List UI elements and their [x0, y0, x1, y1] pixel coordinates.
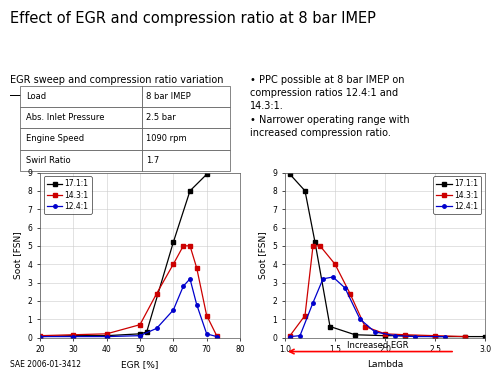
12.4:1: [187, 277, 193, 281]
Y-axis label: Soot [FSN]: Soot [FSN]: [13, 231, 22, 279]
12.4:1: [320, 277, 326, 281]
12.4:1: [442, 334, 448, 339]
12.4:1: [194, 302, 200, 307]
14.3:1: [170, 262, 176, 266]
14.3:1: [317, 244, 323, 248]
12.4:1: [137, 333, 143, 338]
Line: 17.1:1: 17.1:1: [38, 172, 208, 338]
Text: Effect of EGR and compression ratio at 8 bar IMEP: Effect of EGR and compression ratio at 8…: [10, 11, 376, 26]
12.4:1: [372, 330, 378, 334]
Y-axis label: Soot [FSN]: Soot [FSN]: [258, 231, 267, 279]
14.3:1: [37, 333, 43, 338]
14.3:1: [214, 333, 220, 338]
17.1:1: [432, 334, 438, 339]
14.3:1: [194, 266, 200, 270]
14.3:1: [137, 322, 143, 327]
12.4:1: [287, 334, 293, 339]
12.4:1: [170, 308, 176, 312]
14.3:1: [287, 333, 293, 338]
17.1:1: [104, 333, 110, 338]
14.3:1: [432, 333, 438, 338]
17.1:1: [402, 333, 408, 338]
14.3:1: [402, 333, 408, 337]
17.1:1: [187, 189, 193, 193]
14.3:1: [332, 262, 338, 266]
17.1:1: [287, 172, 293, 177]
12.4:1: [412, 334, 418, 339]
12.4:1: [342, 286, 348, 290]
17.1:1: [144, 330, 150, 334]
X-axis label: Lambda: Lambda: [367, 360, 403, 369]
Line: 17.1:1: 17.1:1: [288, 172, 486, 338]
12.4:1: [392, 333, 398, 338]
Line: 12.4:1: 12.4:1: [38, 277, 218, 338]
Text: • PPC possible at 8 bar IMEP on
compression ratios 12.4:1 and
14.3:1.
• Narrower: • PPC possible at 8 bar IMEP on compress…: [250, 75, 410, 138]
Line: 14.3:1: 14.3:1: [288, 244, 467, 338]
14.3:1: [204, 313, 210, 318]
14.3:1: [154, 291, 160, 296]
Legend: 17.1:1, 14.3:1, 12.4:1: 17.1:1, 14.3:1, 12.4:1: [434, 176, 481, 214]
Text: SAE 2006-01-3412: SAE 2006-01-3412: [10, 360, 81, 369]
14.3:1: [180, 244, 186, 248]
17.1:1: [312, 240, 318, 244]
14.3:1: [362, 324, 368, 329]
Legend: 17.1:1, 14.3:1, 12.4:1: 17.1:1, 14.3:1, 12.4:1: [44, 176, 92, 214]
12.4:1: [297, 333, 303, 338]
12.4:1: [180, 284, 186, 288]
12.4:1: [214, 334, 220, 339]
12.4:1: [104, 334, 110, 339]
14.3:1: [310, 244, 316, 248]
Line: 14.3:1: 14.3:1: [38, 244, 218, 338]
X-axis label: EGR [%]: EGR [%]: [122, 360, 158, 369]
17.1:1: [482, 334, 488, 339]
Line: 12.4:1: 12.4:1: [288, 275, 446, 338]
14.3:1: [187, 244, 193, 248]
12.4:1: [357, 317, 363, 321]
17.1:1: [352, 333, 358, 337]
14.3:1: [382, 332, 388, 336]
17.1:1: [137, 332, 143, 336]
17.1:1: [37, 334, 43, 339]
17.1:1: [302, 189, 308, 193]
14.3:1: [302, 313, 308, 318]
17.1:1: [462, 334, 468, 339]
17.1:1: [327, 324, 333, 329]
17.1:1: [204, 172, 210, 177]
12.4:1: [70, 334, 76, 339]
14.3:1: [347, 291, 353, 296]
14.3:1: [70, 333, 76, 337]
12.4:1: [204, 332, 210, 336]
12.4:1: [37, 334, 43, 339]
14.3:1: [462, 334, 468, 339]
Text: Increased EGR: Increased EGR: [347, 341, 408, 350]
17.1:1: [382, 333, 388, 338]
12.4:1: [330, 275, 336, 279]
17.1:1: [170, 240, 176, 244]
14.3:1: [104, 332, 110, 336]
Text: EGR sweep and compression ratio variation: EGR sweep and compression ratio variatio…: [10, 75, 224, 85]
12.4:1: [310, 300, 316, 305]
12.4:1: [154, 326, 160, 331]
17.1:1: [70, 333, 76, 338]
